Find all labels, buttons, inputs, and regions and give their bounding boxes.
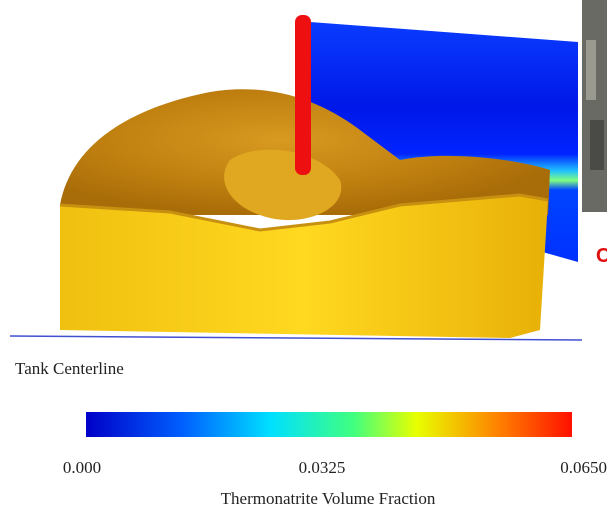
colorbar-tick-label: 0.0325 bbox=[299, 458, 346, 477]
colorbar-title: Thermonatrite Volume Fraction bbox=[221, 489, 436, 508]
colorbar-tick-label: 0.000 bbox=[63, 458, 101, 477]
colorbar-tick-label: 0.0650 bbox=[560, 458, 607, 477]
centerline-label: Tank Centerline bbox=[15, 359, 124, 378]
visualization: Tank Centerline C 0.000 0.0325 0.0650 Th… bbox=[0, 0, 607, 517]
side-text: C bbox=[596, 245, 607, 267]
colorbar bbox=[86, 412, 572, 437]
red-pole bbox=[295, 15, 311, 175]
photo-inset bbox=[582, 0, 607, 212]
